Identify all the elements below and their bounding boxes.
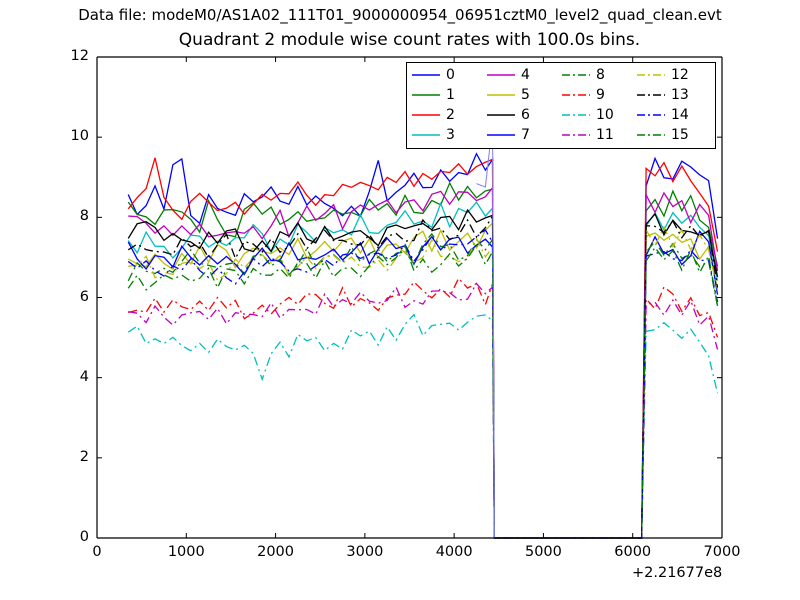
series-line-spike (476, 122, 642, 539)
legend-entry-10[interactable]: 10 (561, 105, 636, 125)
legend-line-sample-6 (487, 114, 515, 116)
data-file-label: Data file: modeM0/AS1A02_111T01_90000009… (78, 6, 722, 24)
series-line-2 (127, 157, 719, 539)
legend-line-sample-12 (637, 74, 665, 76)
legend-entry-4[interactable]: 4 (486, 65, 561, 85)
series-line-11 (128, 282, 719, 539)
x-tick-label: 2000 (257, 544, 295, 560)
legend-line-sample-14 (637, 114, 665, 116)
legend-label-11: 11 (596, 127, 614, 143)
y-tick-label: 6 (79, 288, 89, 305)
legend-entry-14[interactable]: 14 (636, 105, 711, 125)
y-tick-label: 2 (79, 448, 89, 465)
x-tick-label: 0 (92, 544, 102, 560)
legend-line-sample-5 (487, 94, 515, 96)
legend-entry-13[interactable]: 13 (636, 85, 711, 105)
x-tick-label: 1000 (167, 544, 205, 560)
legend: 0 4 8 12 1 5 9 13 2 6 10 14 3 7 11 15 (406, 62, 716, 149)
legend-label-13: 13 (671, 87, 689, 103)
legend-label-7: 7 (521, 127, 530, 143)
series-line-7 (127, 230, 719, 539)
legend-line-sample-4 (487, 74, 515, 76)
legend-line-sample-10 (562, 114, 590, 116)
legend-line-sample-8 (562, 74, 590, 76)
legend-entry-3[interactable]: 3 (411, 125, 486, 145)
plot-title: Quadrant 2 module wise count rates with … (178, 30, 641, 50)
series-line-13 (127, 213, 719, 539)
legend-entry-5[interactable]: 5 (486, 85, 561, 105)
legend-label-1: 1 (446, 87, 455, 103)
series-line-3 (127, 201, 719, 539)
x-tick-label: 7000 (703, 544, 741, 560)
y-tick-label: 12 (70, 48, 89, 64)
legend-label-0: 0 (446, 67, 455, 83)
legend-label-4: 4 (521, 67, 530, 83)
y-tick-label: 0 (79, 529, 89, 545)
y-tick-label: 4 (79, 368, 89, 385)
legend-label-12: 12 (671, 67, 689, 83)
series-line-4 (128, 185, 719, 539)
legend-entry-7[interactable]: 7 (486, 125, 561, 145)
y-tick-label: 10 (70, 128, 89, 145)
legend-label-8: 8 (596, 67, 605, 83)
legend-label-5: 5 (521, 87, 530, 103)
series-line-15 (127, 243, 719, 539)
legend-entry-0[interactable]: 0 (411, 65, 486, 85)
x-tick-label: 6000 (614, 544, 652, 560)
legend-line-sample-0 (412, 74, 440, 76)
legend-entry-8[interactable]: 8 (561, 65, 636, 85)
legend-entry-11[interactable]: 11 (561, 125, 636, 145)
series-line-12 (128, 225, 719, 539)
legend-entry-15[interactable]: 15 (636, 125, 711, 145)
legend-label-14: 14 (671, 107, 689, 123)
legend-line-sample-9 (562, 94, 590, 96)
legend-line-sample-3 (412, 134, 440, 136)
legend-label-2: 2 (446, 107, 455, 123)
legend-label-9: 9 (596, 87, 605, 103)
x-tick-label: 3000 (346, 544, 384, 560)
legend-line-sample-2 (412, 114, 440, 116)
series-line-10 (127, 313, 719, 539)
legend-label-3: 3 (446, 127, 455, 143)
series-line-14 (127, 228, 719, 539)
legend-entry-2[interactable]: 2 (411, 105, 486, 125)
curves-group (127, 122, 719, 539)
legend-line-sample-15 (637, 134, 665, 136)
legend-entry-6[interactable]: 6 (486, 105, 561, 125)
legend-line-sample-1 (412, 94, 440, 96)
legend-grid: 0 4 8 12 1 5 9 13 2 6 10 14 3 7 11 15 (407, 63, 715, 145)
legend-label-10: 10 (596, 107, 614, 123)
x-tick-label: 4000 (435, 544, 473, 560)
legend-entry-12[interactable]: 12 (636, 65, 711, 85)
legend-entry-9[interactable]: 9 (561, 85, 636, 105)
axes-frame (96, 56, 723, 539)
x-tick-label: 5000 (524, 544, 562, 560)
legend-line-sample-7 (487, 134, 515, 136)
series-line-1 (127, 181, 719, 539)
legend-entry-1[interactable]: 1 (411, 85, 486, 105)
y-tick-label: 8 (79, 208, 89, 225)
legend-label-15: 15 (671, 127, 689, 143)
x-axis-offset-label: +2.21677e8 (632, 565, 723, 581)
legend-line-sample-11 (562, 134, 590, 136)
legend-line-sample-13 (637, 94, 665, 96)
legend-label-6: 6 (521, 107, 530, 123)
series-line-9 (128, 277, 719, 539)
